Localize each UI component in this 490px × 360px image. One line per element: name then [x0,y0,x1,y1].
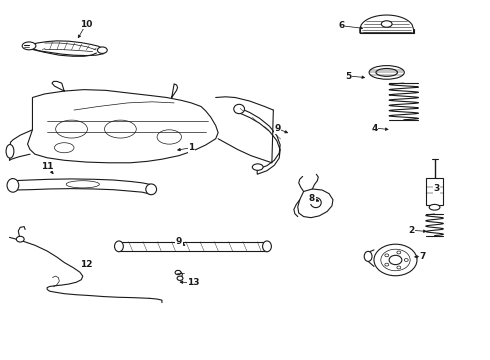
Ellipse shape [374,244,417,276]
Ellipse shape [252,164,263,170]
Ellipse shape [157,130,181,144]
Ellipse shape [381,249,410,271]
Ellipse shape [385,254,389,257]
Polygon shape [240,108,280,174]
Ellipse shape [381,21,392,27]
Ellipse shape [115,241,123,252]
Text: 10: 10 [80,19,93,28]
Ellipse shape [146,184,157,195]
Ellipse shape [177,276,183,280]
Ellipse shape [22,42,36,50]
Text: 5: 5 [345,72,352,81]
Ellipse shape [263,241,271,252]
Text: 9: 9 [274,124,281,133]
Text: 3: 3 [434,184,440,193]
Ellipse shape [389,255,402,265]
Ellipse shape [404,258,408,261]
Text: 7: 7 [419,252,426,261]
Ellipse shape [54,143,74,153]
Polygon shape [13,179,151,194]
Polygon shape [119,242,267,251]
Text: 1: 1 [188,143,195,152]
Text: 11: 11 [41,162,53,171]
Ellipse shape [98,47,107,53]
Ellipse shape [175,270,181,275]
FancyBboxPatch shape [426,178,443,205]
Text: 2: 2 [408,226,414,235]
Ellipse shape [385,263,389,266]
Ellipse shape [369,66,404,79]
Text: 6: 6 [339,21,345,30]
Text: 12: 12 [80,261,93,270]
Ellipse shape [56,120,87,138]
Text: 13: 13 [188,278,200,287]
Text: 4: 4 [371,123,378,132]
Ellipse shape [16,236,24,242]
Polygon shape [298,189,333,218]
Ellipse shape [104,120,136,138]
Polygon shape [27,41,106,55]
Ellipse shape [234,104,245,114]
Ellipse shape [66,181,99,188]
Polygon shape [27,90,218,163]
Text: 9: 9 [176,237,182,246]
Ellipse shape [311,198,321,208]
Ellipse shape [376,68,397,76]
Text: 8: 8 [309,194,315,203]
Polygon shape [360,15,414,33]
Ellipse shape [7,179,19,192]
Ellipse shape [429,204,440,210]
Ellipse shape [364,251,372,261]
Ellipse shape [397,266,401,269]
Ellipse shape [6,144,14,158]
Ellipse shape [397,251,401,254]
